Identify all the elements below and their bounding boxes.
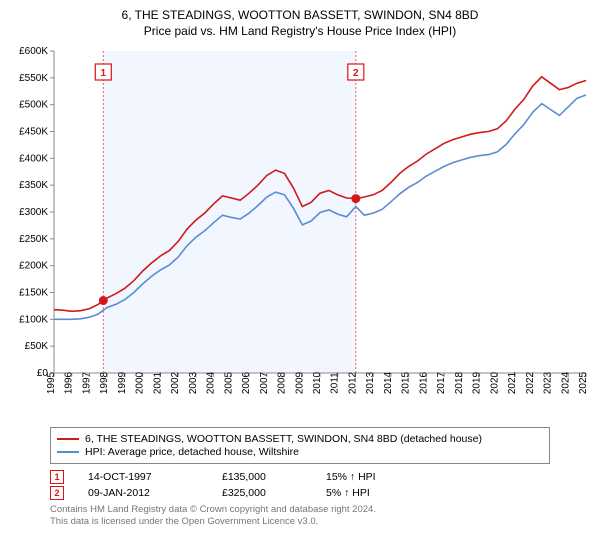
- event-price: £325,000: [222, 487, 302, 499]
- marker-id: 1: [101, 68, 107, 79]
- event-price: £135,000: [222, 471, 302, 483]
- event-hpi-delta: 15% ↑ HPI: [326, 471, 376, 483]
- title-line-1: 6, THE STEADINGS, WOOTTON BASSETT, SWIND…: [10, 8, 590, 24]
- marker-dot: [99, 296, 108, 305]
- chart-container: 6, THE STEADINGS, WOOTTON BASSETT, SWIND…: [0, 0, 600, 560]
- svg-text:£100K: £100K: [19, 315, 48, 326]
- svg-text:2008: 2008: [277, 372, 288, 395]
- event-marker-box: 1: [50, 470, 64, 484]
- svg-text:£450K: £450K: [19, 127, 48, 138]
- marker-dot: [351, 194, 360, 203]
- svg-text:£550K: £550K: [19, 73, 48, 84]
- svg-text:2023: 2023: [543, 372, 554, 395]
- svg-text:£500K: £500K: [19, 100, 48, 111]
- svg-text:2018: 2018: [454, 372, 465, 395]
- legend-label: HPI: Average price, detached house, Wilt…: [85, 446, 299, 458]
- svg-text:1998: 1998: [99, 372, 110, 395]
- svg-text:2022: 2022: [525, 372, 536, 395]
- svg-text:£50K: £50K: [25, 341, 49, 352]
- svg-text:2013: 2013: [365, 372, 376, 395]
- legend: 6, THE STEADINGS, WOOTTON BASSETT, SWIND…: [50, 427, 550, 464]
- svg-text:2005: 2005: [223, 372, 234, 395]
- svg-text:2012: 2012: [347, 372, 358, 395]
- svg-text:2024: 2024: [560, 372, 571, 395]
- svg-text:2017: 2017: [436, 372, 447, 395]
- svg-text:£300K: £300K: [19, 207, 48, 218]
- chart-plot: £0£50K£100K£150K£200K£250K£300K£350K£400…: [10, 43, 590, 421]
- event-marker-box: 2: [50, 486, 64, 500]
- event-row: 1 14-OCT-1997 £135,000 15% ↑ HPI: [50, 470, 550, 484]
- svg-text:2015: 2015: [401, 372, 412, 395]
- event-hpi-delta: 5% ↑ HPI: [326, 487, 370, 499]
- legend-row: 6, THE STEADINGS, WOOTTON BASSETT, SWIND…: [57, 433, 543, 445]
- event-row: 2 09-JAN-2012 £325,000 5% ↑ HPI: [50, 486, 550, 500]
- title-line-2: Price paid vs. HM Land Registry's House …: [10, 24, 590, 40]
- legend-row: HPI: Average price, detached house, Wilt…: [57, 446, 543, 458]
- svg-text:2010: 2010: [312, 372, 323, 395]
- svg-text:2020: 2020: [489, 372, 500, 395]
- svg-text:2011: 2011: [330, 372, 341, 394]
- footnote-line-2: This data is licensed under the Open Gov…: [50, 516, 550, 527]
- legend-label: 6, THE STEADINGS, WOOTTON BASSETT, SWIND…: [85, 433, 482, 445]
- chart-title: 6, THE STEADINGS, WOOTTON BASSETT, SWIND…: [10, 8, 590, 39]
- svg-text:2000: 2000: [135, 372, 146, 395]
- svg-text:1999: 1999: [117, 372, 128, 395]
- svg-text:2003: 2003: [188, 372, 199, 395]
- svg-text:2019: 2019: [472, 372, 483, 395]
- svg-text:2021: 2021: [507, 372, 518, 395]
- svg-text:£200K: £200K: [19, 261, 48, 272]
- svg-text:£250K: £250K: [19, 234, 48, 245]
- svg-text:£150K: £150K: [19, 288, 48, 299]
- svg-text:2014: 2014: [383, 372, 394, 395]
- svg-text:2004: 2004: [206, 372, 217, 395]
- svg-text:2016: 2016: [418, 372, 429, 395]
- svg-text:1995: 1995: [46, 372, 57, 395]
- marker-id: 2: [353, 68, 359, 79]
- event-date: 14-OCT-1997: [88, 471, 198, 483]
- footnote: Contains HM Land Registry data © Crown c…: [50, 504, 550, 527]
- svg-text:2002: 2002: [170, 372, 181, 395]
- svg-text:2001: 2001: [152, 372, 163, 395]
- chart-svg: £0£50K£100K£150K£200K£250K£300K£350K£400…: [10, 43, 590, 421]
- footnote-line-1: Contains HM Land Registry data © Crown c…: [50, 504, 550, 515]
- svg-text:£600K: £600K: [19, 46, 48, 57]
- svg-text:£350K: £350K: [19, 180, 48, 191]
- legend-swatch: [57, 438, 79, 440]
- svg-text:£400K: £400K: [19, 154, 48, 165]
- svg-text:1996: 1996: [64, 372, 75, 395]
- sale-period-band: [103, 51, 356, 373]
- svg-text:2025: 2025: [578, 372, 589, 395]
- svg-text:2006: 2006: [241, 372, 252, 395]
- event-table: 1 14-OCT-1997 £135,000 15% ↑ HPI 2 09-JAN-201…: [50, 470, 550, 500]
- svg-text:1997: 1997: [81, 372, 92, 395]
- legend-swatch: [57, 451, 79, 453]
- svg-text:2007: 2007: [259, 372, 270, 395]
- event-date: 09-JAN-2012: [88, 487, 198, 499]
- svg-text:2009: 2009: [294, 372, 305, 395]
